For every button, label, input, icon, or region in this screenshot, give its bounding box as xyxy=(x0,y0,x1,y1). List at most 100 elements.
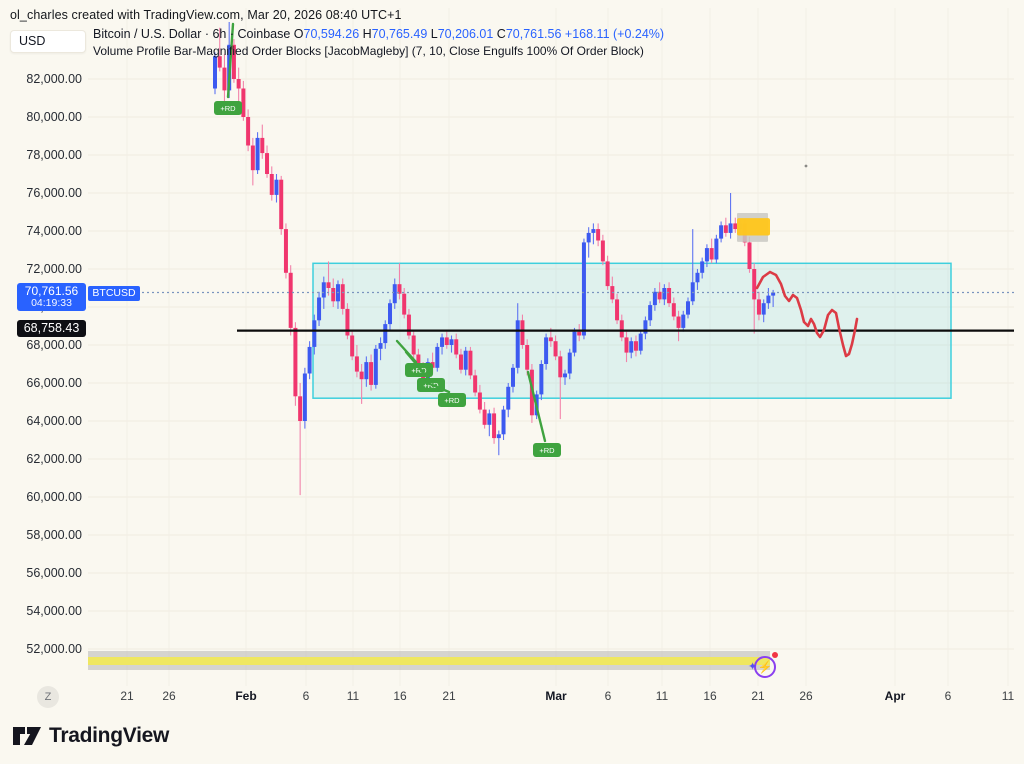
candle[interactable] xyxy=(700,261,705,273)
candle[interactable] xyxy=(643,320,648,334)
candle[interactable] xyxy=(563,373,568,378)
order-block-yellow[interactable] xyxy=(737,218,770,236)
candle[interactable] xyxy=(733,223,738,230)
candle[interactable] xyxy=(723,225,728,233)
candle[interactable] xyxy=(690,282,695,302)
candle[interactable] xyxy=(548,337,553,342)
candle[interactable] xyxy=(463,350,468,370)
candle[interactable] xyxy=(440,337,445,347)
candle[interactable] xyxy=(283,229,288,273)
candle[interactable] xyxy=(231,44,236,79)
candle[interactable] xyxy=(714,238,719,260)
candle[interactable] xyxy=(638,333,643,351)
currency-button[interactable]: USD xyxy=(10,30,86,53)
time-axis[interactable]: 21 26 Feb 6 11 16 21 Mar 6 11 16 21 26 Apr 6 11 xyxy=(0,689,1024,709)
candle[interactable] xyxy=(354,356,359,372)
rd-connector-line[interactable] xyxy=(404,350,430,380)
candle[interactable] xyxy=(279,179,284,230)
candle[interactable] xyxy=(293,327,298,397)
candle[interactable] xyxy=(686,301,690,315)
projection-drawing[interactable] xyxy=(755,270,859,358)
candle[interactable] xyxy=(449,339,454,345)
indicator-legend[interactable]: Volume Profile Bar-Magnified Order Block… xyxy=(93,44,644,58)
candle[interactable] xyxy=(482,409,487,425)
candle[interactable] xyxy=(397,284,402,294)
rd-connector-line[interactable] xyxy=(526,370,547,443)
candle[interactable] xyxy=(265,153,270,174)
candle[interactable] xyxy=(406,314,411,336)
candle[interactable] xyxy=(350,335,355,357)
candle[interactable] xyxy=(302,373,307,422)
candle[interactable] xyxy=(544,337,549,364)
candle[interactable] xyxy=(747,242,752,269)
candle[interactable] xyxy=(454,339,459,355)
candle[interactable] xyxy=(667,288,672,304)
candle[interactable] xyxy=(378,343,383,349)
candle[interactable] xyxy=(761,303,766,315)
candle[interactable] xyxy=(383,324,388,344)
candle[interactable] xyxy=(241,88,246,118)
candle[interactable] xyxy=(662,288,667,300)
candle[interactable] xyxy=(477,392,482,410)
candle[interactable] xyxy=(411,335,416,355)
candle[interactable] xyxy=(402,293,407,315)
candle[interactable] xyxy=(577,331,582,336)
candle[interactable] xyxy=(501,409,506,435)
footer-brand[interactable]: TradingView xyxy=(12,724,169,748)
candle[interactable] xyxy=(435,346,440,368)
candle[interactable] xyxy=(217,56,222,68)
zoom-reset-button[interactable]: Z xyxy=(37,686,59,708)
candle[interactable] xyxy=(326,282,331,288)
candle[interactable] xyxy=(600,240,605,262)
candle[interactable] xyxy=(496,434,501,439)
candle[interactable] xyxy=(388,303,393,325)
candle[interactable] xyxy=(771,292,776,296)
candle[interactable] xyxy=(728,223,733,233)
candle[interactable] xyxy=(657,291,662,300)
candle[interactable] xyxy=(572,331,577,353)
candle[interactable] xyxy=(345,308,350,336)
candle[interactable] xyxy=(373,348,378,385)
candle[interactable] xyxy=(288,272,293,328)
rd-label-box[interactable] xyxy=(214,101,242,115)
candle[interactable] xyxy=(695,272,700,283)
candle[interactable] xyxy=(364,362,369,380)
candle[interactable] xyxy=(369,362,374,385)
candle[interactable] xyxy=(331,288,336,302)
candle[interactable] xyxy=(473,375,478,393)
rd-connector-line[interactable] xyxy=(226,22,235,99)
candle[interactable] xyxy=(392,284,397,304)
candle[interactable] xyxy=(525,345,530,370)
candle[interactable] xyxy=(591,229,596,233)
candle[interactable] xyxy=(766,295,771,304)
candle[interactable] xyxy=(752,269,757,300)
candle[interactable] xyxy=(539,364,544,395)
rd-label-box[interactable] xyxy=(438,393,466,407)
candle[interactable] xyxy=(307,346,312,374)
candle[interactable] xyxy=(312,320,317,347)
flash-refresh-icon[interactable]: ⚡ ✦ xyxy=(748,651,781,681)
candle[interactable] xyxy=(274,179,279,195)
candle[interactable] xyxy=(586,232,591,243)
candle[interactable] xyxy=(416,354,421,370)
candle[interactable] xyxy=(633,341,638,351)
candle[interactable] xyxy=(520,320,525,345)
price-axis[interactable]: 82,000.00 80,000.00 78,000.00 76,000.00 74,0… xyxy=(0,0,86,710)
candle[interactable] xyxy=(629,341,634,353)
rd-connector-line[interactable] xyxy=(423,380,451,394)
candle[interactable] xyxy=(222,67,227,91)
rd-label-box[interactable] xyxy=(533,443,561,457)
candle[interactable] xyxy=(709,248,714,260)
candle[interactable] xyxy=(515,320,520,368)
candle[interactable] xyxy=(321,282,326,298)
candle[interactable] xyxy=(624,337,629,353)
candle[interactable] xyxy=(676,316,681,328)
candle[interactable] xyxy=(648,305,653,321)
candle[interactable] xyxy=(250,145,255,171)
candle[interactable] xyxy=(236,79,241,89)
candle[interactable] xyxy=(260,137,265,154)
rd-label-box[interactable] xyxy=(405,363,433,377)
candle[interactable] xyxy=(444,337,449,345)
candle[interactable] xyxy=(756,299,761,315)
candle[interactable] xyxy=(359,371,364,380)
